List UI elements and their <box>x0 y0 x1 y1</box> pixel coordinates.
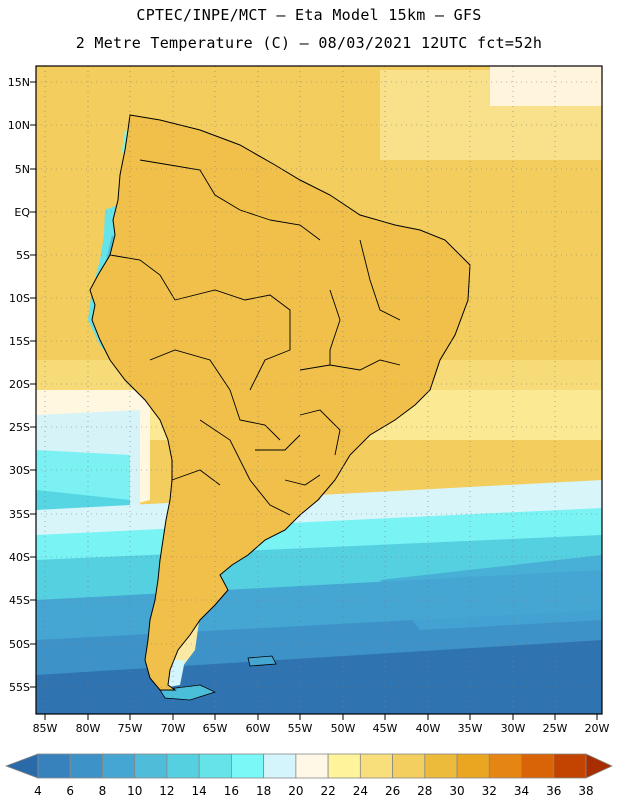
lon-label: 75W <box>118 722 143 735</box>
map-frame <box>35 65 603 715</box>
lat-label: 55S <box>9 681 30 694</box>
lat-label: 40S <box>9 551 30 564</box>
longitude-labels: 85W 80W 75W 70W 65W 60W 55W 50W 45W 40W … <box>33 722 610 735</box>
lat-label: 15S <box>9 335 30 348</box>
lat-label: 45S <box>9 594 30 607</box>
lon-label: 45W <box>373 722 398 735</box>
colorbar-tick-label: 22 <box>320 784 336 798</box>
lat-label: 25S <box>9 421 30 434</box>
colorbar-tick-label: 30 <box>449 784 465 798</box>
lon-label: 25W <box>543 722 568 735</box>
lat-label: 10S <box>9 292 30 305</box>
colorbar-swatch <box>359 753 393 779</box>
lon-label: 70W <box>161 722 186 735</box>
lat-label: EQ <box>14 206 30 219</box>
colorbar-tick-label: 38 <box>578 784 594 798</box>
lat-label: 15N <box>8 76 30 89</box>
colorbar-swatch <box>69 753 103 779</box>
colorbar-swatch <box>102 753 136 779</box>
colorbar-tick-label: 6 <box>66 784 75 798</box>
temperature-map: 15N 10N 5N EQ 5S 10S 15S 20S 25S 30S 35S… <box>8 65 610 735</box>
map-title: CPTEC/INPE/MCT – Eta Model 15km – GFS <box>136 6 482 24</box>
lat-label: 10N <box>8 119 30 132</box>
colorbar-tick-label: 12 <box>159 784 175 798</box>
colorbar-swatch <box>166 753 200 779</box>
colorbar-swatch <box>392 753 426 779</box>
lon-label: 30W <box>501 722 526 735</box>
colorbar <box>4 753 613 779</box>
colorbar-swatch <box>327 753 361 779</box>
colorbar-tick-label: 4 <box>34 784 42 798</box>
colorbar-swatch <box>488 753 522 779</box>
colorbar-lower-arrow <box>4 753 39 779</box>
colorbar-swatch <box>456 753 490 779</box>
colorbar-swatch <box>198 753 232 779</box>
colorbar-swatch <box>37 753 71 779</box>
colorbar-swatch <box>553 753 587 779</box>
colorbar-upper-arrow <box>585 753 613 779</box>
colorbar-swatch <box>134 753 168 779</box>
colorbar-tick-label: 18 <box>256 784 272 798</box>
lon-label: 50W <box>331 722 356 735</box>
lon-label: 55W <box>288 722 313 735</box>
colorbar-swatch <box>424 753 458 779</box>
lon-label: 35W <box>458 722 483 735</box>
colorbar-swatch <box>231 753 265 779</box>
colorbar-tick-label: 10 <box>127 784 143 798</box>
colorbar-tick-label: 24 <box>352 784 368 798</box>
axis-ticks <box>30 81 598 720</box>
lat-label: 5S <box>16 249 30 262</box>
lat-label: 5N <box>15 163 30 176</box>
colorbar-tick-label: 32 <box>481 784 497 798</box>
lat-label: 50S <box>9 638 30 651</box>
country-borders <box>109 159 401 516</box>
lon-label: 85W <box>33 722 58 735</box>
colorbar-tick-label: 20 <box>288 784 304 798</box>
lon-label: 80W <box>76 722 101 735</box>
lon-label: 40W <box>416 722 441 735</box>
lon-label: 60W <box>246 722 271 735</box>
lat-label: 20S <box>9 378 30 391</box>
graticule <box>36 66 602 714</box>
colorbar-swatch <box>521 753 555 779</box>
lat-label: 30S <box>9 464 30 477</box>
colorbar-tick-label: 16 <box>223 784 240 798</box>
lon-label: 65W <box>203 722 228 735</box>
colorbar-swatch <box>295 753 329 779</box>
colorbar-tick-label: 26 <box>384 784 401 798</box>
map-subtitle: 2 Metre Temperature (C) – 08/03/2021 12U… <box>75 34 543 52</box>
colorbar-tick-label: 14 <box>191 784 207 798</box>
colorbar-swatch <box>263 753 297 779</box>
colorbar-tick-label: 28 <box>417 784 433 798</box>
latitude-labels: 15N 10N 5N EQ 5S 10S 15S 20S 25S 30S 35S… <box>8 76 31 694</box>
lat-label: 35S <box>9 508 30 521</box>
lon-label: 20W <box>585 722 610 735</box>
map-field <box>36 66 602 714</box>
colorbar-tick-label: 8 <box>98 784 107 798</box>
colorbar-tick-label: 34 <box>513 784 530 798</box>
colorbar-tick-label: 36 <box>546 784 562 798</box>
